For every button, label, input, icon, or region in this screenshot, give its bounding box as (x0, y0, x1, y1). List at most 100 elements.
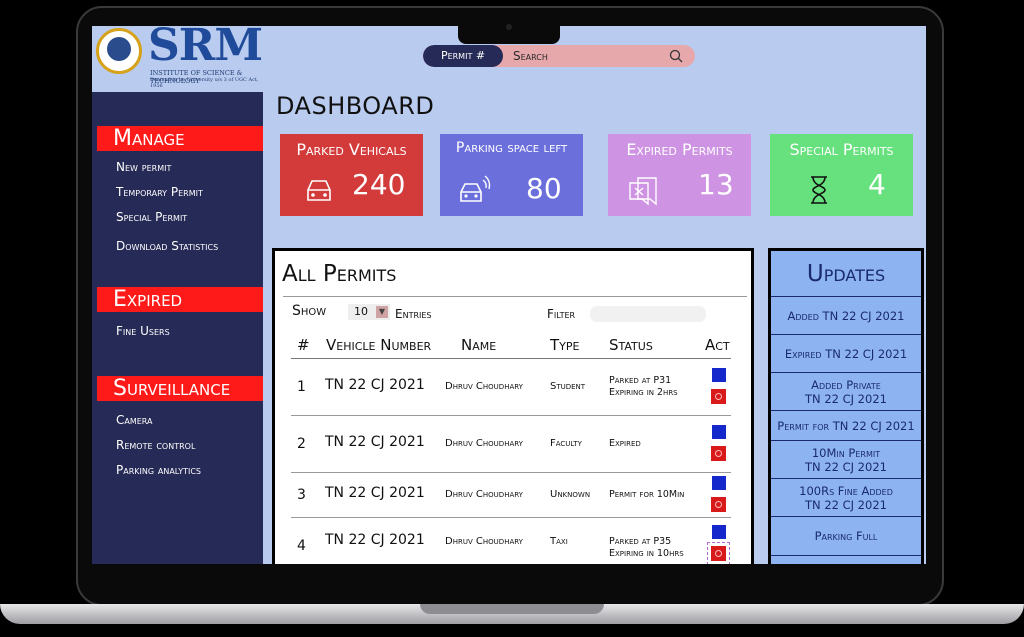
table-row: 3 TN 22 CJ 2021 Dhruv Choudhary Unknown … (291, 467, 731, 518)
car-icon (307, 180, 331, 201)
update-item[interactable]: 10Min Permit TN 22 CJ 2021 (771, 440, 921, 478)
camera-icon (506, 24, 512, 30)
owner-name: Dhruv Choudhary (445, 381, 523, 392)
owner-name: Dhruv Choudhary (445, 438, 523, 449)
nav-parking-analytics[interactable]: Parking analytics (116, 463, 201, 477)
permit-type: Taxi (550, 536, 568, 547)
row-number: 2 (297, 436, 306, 452)
delete-button[interactable] (711, 497, 726, 512)
laptop-base-notch (420, 604, 604, 614)
owner-name: Dhruv Choudhary (445, 536, 523, 547)
edit-button[interactable] (712, 525, 726, 539)
permit-type: Unknown (550, 489, 591, 500)
permit-type: Faculty (550, 438, 582, 449)
stat-label: Special Permits (789, 140, 894, 159)
column-header-action: Act (705, 336, 730, 354)
entries-label: Entries (395, 307, 432, 321)
table-row: 4 TN 22 CJ 2021 Dhruv Choudhary Taxi Par… (291, 518, 731, 564)
stat-value: 240 (352, 168, 406, 201)
logo-subtitle: INSTITUTE OF SCIENCE & TECHNOLOGY (150, 69, 243, 85)
update-item[interactable]: Added TN 22 CJ 2021 (771, 296, 921, 334)
edit-button[interactable] (712, 476, 726, 490)
search-input[interactable] (513, 45, 663, 67)
update-item[interactable]: Expired TN 22 CJ 2021 (771, 334, 921, 372)
all-permits-panel: All Permits Show 10 ▼ Entries Filter # V… (272, 248, 754, 564)
filter-input[interactable] (590, 306, 706, 322)
update-item[interactable]: Added Private TN 22 CJ 2021 (771, 372, 921, 410)
stat-value: 4 (868, 168, 886, 201)
show-label: Show (292, 303, 327, 319)
section-expired: Expired (97, 287, 263, 312)
owner-name: Dhruv Choudhary (445, 489, 523, 500)
stat-card-special[interactable]: Special Permits 4 (770, 134, 913, 216)
laptop-base (0, 604, 1024, 624)
column-header-status: Status (609, 336, 653, 354)
logo-tagline: Deemed to be University u/s 3 of UGC Act… (150, 77, 259, 89)
delete-button[interactable] (711, 389, 726, 404)
edit-button[interactable] (712, 368, 726, 382)
nav-temporary-permit[interactable]: Temporary Permit (116, 185, 203, 199)
section-surveillance: Surveillance (97, 376, 263, 401)
updates-panel: Updates Added TN 22 CJ 2021 Expired TN 2… (768, 248, 924, 564)
vehicle-number: TN 22 CJ 2021 (325, 377, 425, 393)
permit-status: Permit for 10Min (609, 489, 685, 500)
logo-title: SRM (148, 26, 263, 71)
car-signal-icon (460, 175, 491, 202)
update-item[interactable]: Parking Full (771, 516, 921, 556)
nav-download-statistics[interactable]: Download Statistics (116, 239, 219, 253)
divider (291, 358, 731, 359)
sidebar: SRM INSTITUTE OF SCIENCE & TECHNOLOGY De… (92, 26, 263, 564)
vehicle-number: TN 22 CJ 2021 (325, 532, 425, 548)
nav-special-permit[interactable]: Special Permit (116, 210, 188, 224)
nav-camera[interactable]: Camera (116, 413, 153, 427)
permit-search: Permit # (423, 45, 695, 67)
table-row: 2 TN 22 CJ 2021 Dhruv Choudhary Faculty … (291, 416, 731, 473)
column-header-name: Name (461, 336, 497, 354)
camera-notch (458, 24, 560, 44)
permit-status: Expired (609, 438, 641, 449)
stat-value: 80 (526, 172, 562, 205)
update-item[interactable]: 100Rs Fine Added TN 22 CJ 2021 (771, 478, 921, 516)
delete-button[interactable] (707, 542, 730, 564)
entries-value: 10 (354, 305, 368, 318)
university-seal-icon (96, 28, 142, 74)
entries-select[interactable]: 10 ▼ (348, 304, 390, 320)
delete-button[interactable] (711, 446, 726, 461)
row-number: 3 (297, 487, 306, 503)
stat-card-parked[interactable]: Parked Vehicals 240 (280, 134, 423, 216)
nav-remote-control[interactable]: Remote control (116, 438, 196, 452)
column-header-vehicle: Vehicle Number (326, 336, 432, 354)
row-number: 4 (297, 538, 306, 554)
screen: SRM INSTITUTE OF SCIENCE & TECHNOLOGY De… (92, 26, 926, 564)
chevron-down-icon[interactable]: ▼ (376, 306, 388, 318)
vehicle-number: TN 22 CJ 2021 (325, 485, 425, 501)
page-title: DASHBOARD (276, 92, 435, 120)
stat-card-space-left[interactable]: Parking space left 80 (440, 134, 583, 216)
column-header-type: Type (550, 336, 580, 354)
nav-fine-users[interactable]: Fine Users (116, 324, 170, 338)
section-manage: Manage (97, 126, 263, 151)
row-number: 1 (297, 379, 306, 395)
permit-status: Parked at P31 Expiring in 2hrs (609, 375, 678, 398)
logo: SRM INSTITUTE OF SCIENCE & TECHNOLOGY De… (92, 26, 263, 92)
edit-button[interactable] (712, 425, 726, 439)
search-icon[interactable] (669, 49, 683, 63)
permit-type: Student (550, 381, 586, 392)
updates-title: Updates (806, 261, 886, 287)
stat-label: Expired Permits (626, 140, 733, 159)
table-row: 1 TN 22 CJ 2021 Dhruv Choudhary Student … (291, 359, 731, 416)
stat-label: Parked Vehicals (296, 140, 407, 159)
permits-title: All Permits (282, 261, 397, 287)
search-tag-permit[interactable]: Permit # (423, 45, 503, 67)
stat-card-expired[interactable]: Expired Permits 13 (608, 134, 751, 216)
stat-label: Parking space left (455, 140, 568, 156)
filter-label: Filter (547, 307, 576, 321)
expired-permit-icon (629, 177, 657, 206)
vehicle-number: TN 22 CJ 2021 (325, 434, 425, 450)
column-header-number: # (297, 336, 310, 354)
stat-value: 13 (698, 168, 734, 201)
nav-new-permit[interactable]: New permit (116, 160, 172, 174)
hourglass-icon (811, 176, 827, 204)
update-item[interactable]: Permit for TN 22 CJ 2021 (771, 410, 921, 440)
permit-status: Parked at P35 Expiring in 10hrs (609, 536, 684, 559)
